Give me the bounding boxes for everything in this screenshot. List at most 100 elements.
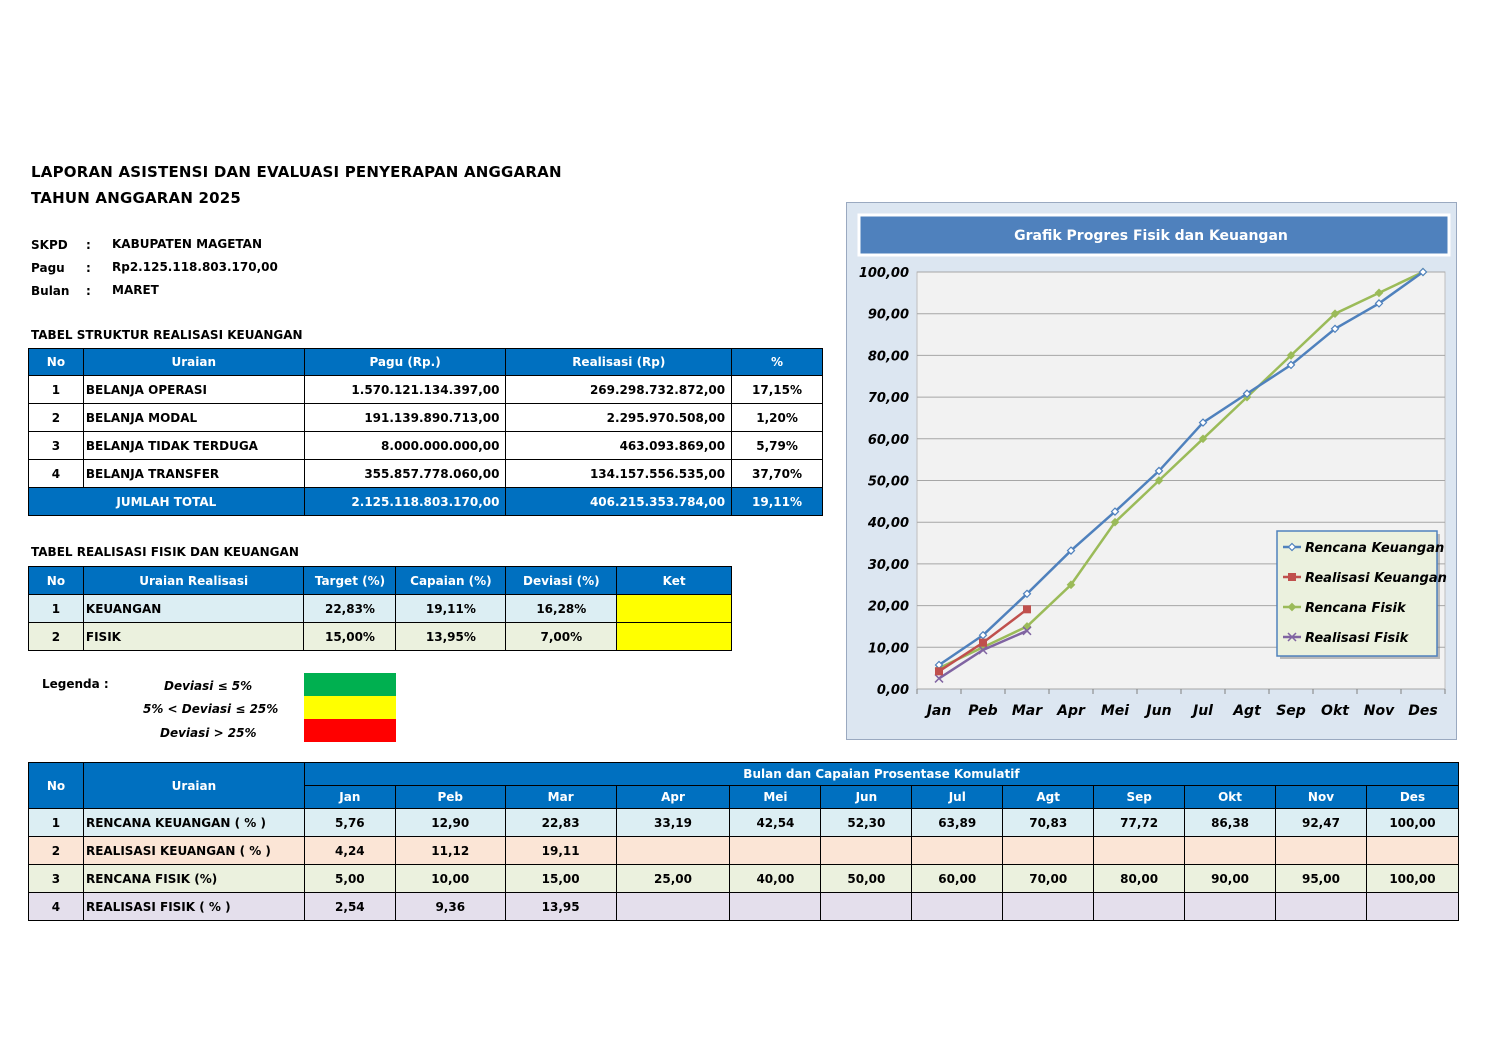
total-row: JUMLAH TOTAL 2.125.118.803.170,00 406.21… xyxy=(28,487,823,516)
cell-value xyxy=(1002,836,1095,865)
table-row: 2 REALISASI KEUANGAN ( % ) 4,24 11,12 19,11 xyxy=(28,836,1460,865)
data-point xyxy=(1110,517,1120,527)
y-tick-label: 30,00 xyxy=(868,558,909,573)
cell-value: 5,00 xyxy=(303,864,396,893)
cell-uraian: REALISASI KEUANGAN ( % ) xyxy=(82,836,305,865)
x-tick-label: Peb xyxy=(968,703,997,719)
cell-value: 25,00 xyxy=(615,864,731,893)
cell-value xyxy=(1275,892,1367,921)
cell-uraian: RENCANA KEUANGAN ( % ) xyxy=(82,808,305,837)
cell-value: 70,83 xyxy=(1002,808,1095,837)
chart-title-bar xyxy=(857,213,1451,257)
x-tick-label: Jan xyxy=(924,703,952,719)
legend-text: 5% < Deviasi ≤ 25% xyxy=(143,702,279,716)
colon: : xyxy=(86,261,91,275)
x-tick-label: Des xyxy=(1408,703,1437,719)
data-point xyxy=(1022,589,1032,599)
skpd-value: KABUPATEN MAGETAN xyxy=(112,237,262,251)
cell-value: 60,00 xyxy=(911,864,1004,893)
data-point xyxy=(1330,324,1340,334)
cell-ket-status xyxy=(616,594,732,623)
cell-no: 1 xyxy=(28,594,84,623)
table-row: 3 RENCANA FISIK (%) 5,00 10,00 15,00 25,00 40,… xyxy=(28,864,1460,893)
chart-title: Grafik Progres Fisik dan Keuangan xyxy=(1014,228,1288,244)
data-point xyxy=(1418,267,1428,277)
data-point xyxy=(935,667,943,676)
cell-uraian: KEUANGAN xyxy=(82,594,305,623)
y-tick-label: 90,00 xyxy=(868,308,909,323)
month-header: Apr xyxy=(615,785,731,809)
table-row: 2 BELANJA MODAL 191.139.890.713,00 2.295… xyxy=(28,403,823,432)
months-header: Jan Peb Mar Apr Mei Jun Jul Agt Sep Okt … xyxy=(29,785,1460,809)
data-point xyxy=(1198,418,1208,427)
cell-value xyxy=(1002,892,1095,921)
header-group: Bulan dan Capaian Prosentase Komulatif xyxy=(303,762,1460,786)
cell-value xyxy=(1365,836,1460,865)
header-uraian: Uraian xyxy=(82,762,305,809)
cell-pagu: 191.139.890.713,00 xyxy=(303,403,507,432)
cell-value: 63,89 xyxy=(911,808,1004,837)
y-tick-label: 80,00 xyxy=(868,349,909,364)
total-persen: 19,11% xyxy=(731,487,823,516)
header-target: Target (%) xyxy=(303,566,397,595)
cell-uraian: BELANJA MODAL xyxy=(82,403,305,432)
cell-realisasi: 2.295.970.508,00 xyxy=(505,403,733,432)
month-header: Jul xyxy=(911,785,1004,809)
cell-value xyxy=(911,836,1004,865)
cell-value: 15,00 xyxy=(504,864,617,893)
y-tick-label: 40,00 xyxy=(867,516,909,531)
cell-value: 80,00 xyxy=(1093,864,1186,893)
cell-pagu: 1.570.121.134.397,00 xyxy=(303,375,507,404)
data-point xyxy=(1330,309,1340,319)
table-row: 1 BELANJA OPERASI 1.570.121.134.397,00 2… xyxy=(28,375,823,404)
month-header: Jun xyxy=(820,785,913,809)
cell-value: 92,47 xyxy=(1275,808,1367,837)
pagu-label: Pagu xyxy=(31,261,65,275)
y-tick-label: 60,00 xyxy=(868,433,909,448)
x-tick-label: Jun xyxy=(1143,703,1171,719)
data-point xyxy=(1022,626,1032,636)
cell-ket-status xyxy=(616,622,732,651)
header-uraian-realisasi: Uraian Realisasi xyxy=(82,566,305,595)
cell-value: 100,00 xyxy=(1365,864,1460,893)
cell-value: 33,19 xyxy=(615,808,731,837)
cell-realisasi: 269.298.732.872,00 xyxy=(505,375,733,404)
cell-value: 22,83 xyxy=(504,808,617,837)
cell-deviasi: 7,00% xyxy=(505,622,618,651)
cell-value: 52,30 xyxy=(820,808,913,837)
cell-value: 77,72 xyxy=(1093,808,1186,837)
x-tick-label: Sep xyxy=(1276,703,1306,719)
skpd-label: SKPD xyxy=(31,238,68,252)
cell-uraian: FISIK xyxy=(82,622,305,651)
month-header: Okt xyxy=(1184,785,1277,809)
header-ket: Ket xyxy=(616,566,732,595)
cell-value: 95,00 xyxy=(1275,864,1367,893)
cell-value: 86,38 xyxy=(1184,808,1277,837)
legend-box xyxy=(1276,530,1438,657)
cell-capaian: 19,11% xyxy=(395,594,507,623)
cell-value xyxy=(1093,892,1186,921)
header-persen: % xyxy=(731,348,823,376)
series-line-rencana-fisik xyxy=(938,270,1424,670)
header-capaian: Capaian (%) xyxy=(395,566,507,595)
data-point xyxy=(979,638,987,647)
x-tick-label: Okt xyxy=(1321,703,1350,719)
colon: : xyxy=(86,284,91,298)
cell-uraian: BELANJA TIDAK TERDUGA xyxy=(82,431,305,460)
legend-text: Deviasi > 25% xyxy=(160,726,257,740)
struktur-table: No Uraian Pagu (Rp.) Realisasi (Rp) % 1 … xyxy=(28,348,823,516)
x-tick-label: Agt xyxy=(1232,703,1262,719)
y-tick-label: 70,00 xyxy=(868,391,909,406)
data-point xyxy=(1374,299,1384,308)
legend-text: Deviasi ≤ 5% xyxy=(164,679,253,693)
x-tick-label: Apr xyxy=(1056,703,1086,719)
series-line-rencana-keuangan xyxy=(938,270,1424,667)
fisik-keu-table: No Uraian Realisasi Target (%) Capaian (… xyxy=(28,566,732,651)
data-point xyxy=(1110,507,1120,516)
legend-swatch-red xyxy=(304,719,396,742)
table-row: 4 REALISASI FISIK ( % ) 2,54 9,36 13,95 xyxy=(28,892,1460,921)
cell-value xyxy=(1365,892,1460,921)
cell-value xyxy=(1275,836,1367,865)
cell-value xyxy=(1184,892,1277,921)
data-point xyxy=(1374,288,1384,298)
